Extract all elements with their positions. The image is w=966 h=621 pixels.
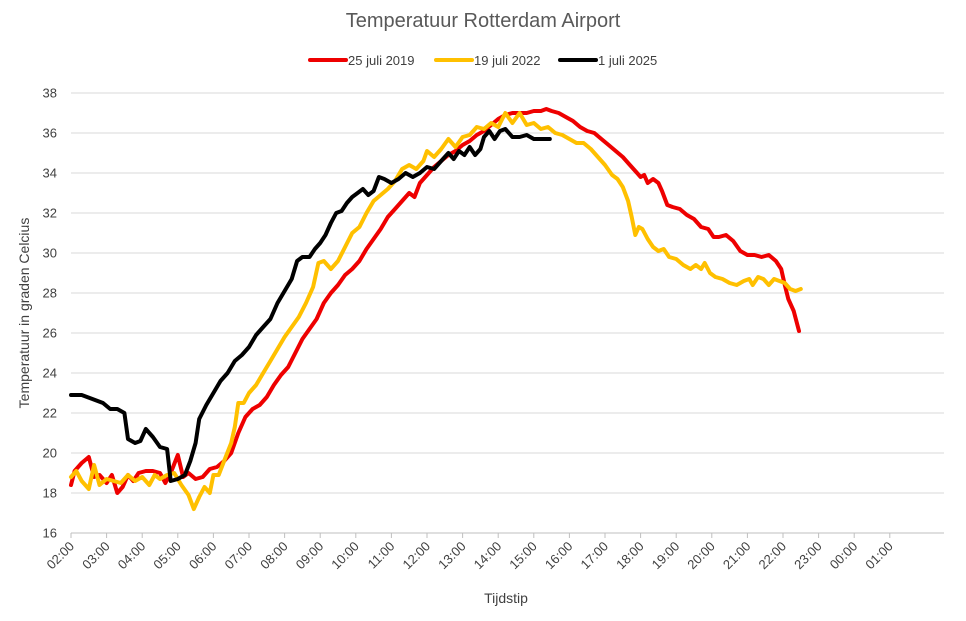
y-axis-ticks: 16 18 20 22 24 26 28 30 32 34 36 38 xyxy=(43,86,57,541)
x-tick-label: 19:00 xyxy=(649,539,683,573)
x-tick-label: 00:00 xyxy=(827,539,861,573)
chart-title: Temperatuur Rotterdam Airport xyxy=(346,10,621,32)
x-axis-ticks: 02:00 03:00 04:00 05:00 06:00 07:00 08:00 09:00… xyxy=(44,533,896,572)
x-tick-label: 14:00 xyxy=(471,539,505,573)
y-tick-label: 38 xyxy=(43,86,57,101)
x-tick-label: 23:00 xyxy=(791,539,825,573)
y-tick-label: 22 xyxy=(43,406,57,421)
x-tick-label: 03:00 xyxy=(79,539,113,573)
y-tick-label: 26 xyxy=(43,326,57,341)
y-tick-label: 20 xyxy=(43,446,57,461)
y-tick-label: 16 xyxy=(43,526,57,541)
x-tick-label: 13:00 xyxy=(435,539,469,573)
x-tick-label: 20:00 xyxy=(684,539,718,573)
x-tick-label: 05:00 xyxy=(150,539,184,573)
x-tick-label: 22:00 xyxy=(756,539,790,573)
x-tick-label: 21:00 xyxy=(720,539,754,573)
legend-label: 1 juli 2025 xyxy=(598,53,657,68)
legend-label: 25 juli 2019 xyxy=(348,53,415,68)
x-tick-label: 06:00 xyxy=(186,539,220,573)
y-tick-label: 24 xyxy=(43,366,57,381)
x-tick-label: 17:00 xyxy=(578,539,612,573)
x-tick-label: 10:00 xyxy=(328,539,362,573)
series-line-2 xyxy=(69,111,803,511)
x-tick-label: 11:00 xyxy=(365,539,398,572)
x-tick-label: 08:00 xyxy=(257,539,291,573)
x-tick-label: 18:00 xyxy=(613,539,647,573)
x-tick-label: 02:00 xyxy=(44,539,78,573)
x-tick-label: 16:00 xyxy=(542,539,576,573)
y-tick-label: 34 xyxy=(43,166,57,181)
y-tick-label: 28 xyxy=(43,286,57,301)
gridlines xyxy=(71,92,944,534)
series-line-3 xyxy=(69,127,552,483)
x-axis-label: Tijdstip xyxy=(484,590,528,606)
x-tick-label: 01:00 xyxy=(862,539,896,573)
y-tick-label: 30 xyxy=(43,246,57,261)
y-axis-label: Temperatuur in graden Celcius xyxy=(16,218,32,409)
y-tick-label: 32 xyxy=(43,206,57,221)
y-tick-label: 18 xyxy=(43,486,57,501)
y-tick-label: 36 xyxy=(43,126,57,141)
x-tick-label: 12:00 xyxy=(400,539,434,573)
x-tick-label: 15:00 xyxy=(506,539,540,573)
x-tick-label: 04:00 xyxy=(115,539,149,573)
plot-area xyxy=(69,107,803,511)
x-tick-label: 07:00 xyxy=(222,539,256,573)
legend: 25 juli 2019 19 juli 2022 1 juli 2025 xyxy=(308,53,657,68)
x-tick-label: 09:00 xyxy=(293,539,327,573)
legend-label: 19 juli 2022 xyxy=(474,53,541,68)
